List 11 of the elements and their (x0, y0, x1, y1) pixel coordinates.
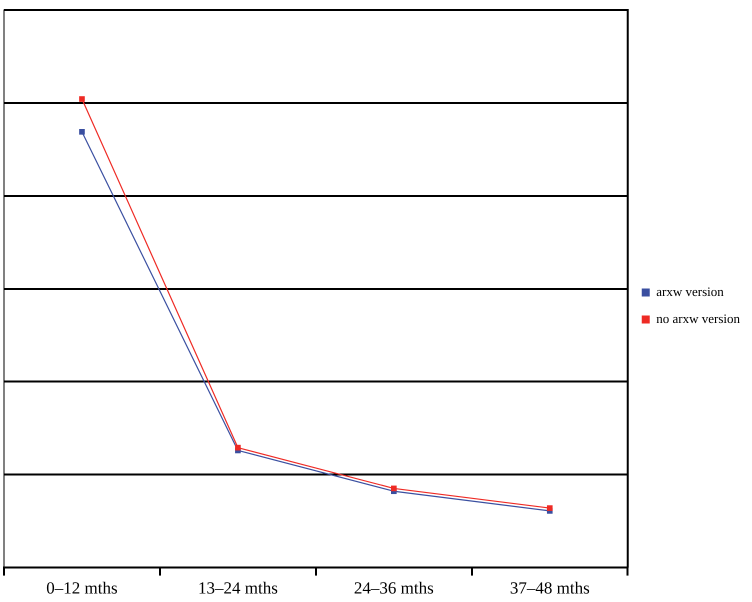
legend-label: arxw version (656, 284, 724, 299)
point (391, 486, 397, 492)
legend-label: no arxw version (656, 310, 740, 326)
point (546, 505, 553, 511)
point (235, 444, 241, 450)
point (79, 129, 85, 135)
point (79, 96, 85, 102)
x-tick-label: 37–48 mths (510, 578, 590, 598)
x-tick-label: 13–24 mths (198, 578, 278, 598)
x-tick-label: 24–36 mths (354, 578, 434, 598)
x-tick-label: 0–12 mths (46, 578, 118, 598)
